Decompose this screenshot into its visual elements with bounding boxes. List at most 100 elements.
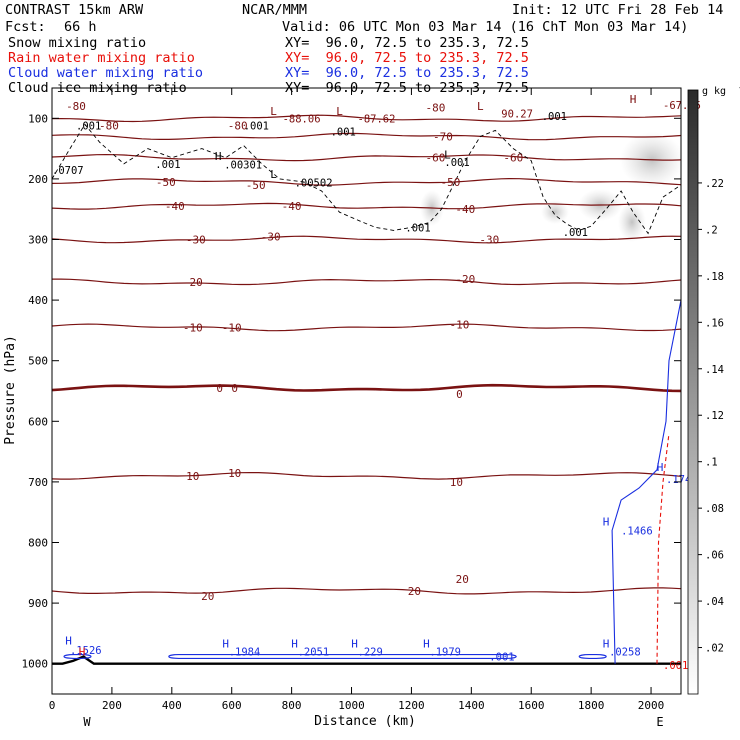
init-time: Init: 12 UTC Fri 28 Feb 14 — [512, 2, 724, 18]
field-name-snow: Snow mixing ratio — [8, 35, 147, 51]
mixing-ratio-label: .001 — [331, 127, 356, 139]
mixing-ratio-label: .1984 — [229, 647, 261, 659]
contour-labels: -80 -80 -80 -80 -70 -60 -60 -50 -50 -50 -40 -40 -40 -… — [52, 93, 701, 672]
x-tick-label: 0 — [49, 699, 56, 712]
high-low-marker: H — [291, 638, 298, 651]
isotherm-line — [51, 177, 682, 186]
x-tick-label: 800 — [282, 699, 302, 712]
field-name-rain: Rain water mixing ratio — [8, 50, 195, 66]
mixing-ratio-label: .00301 — [224, 159, 262, 171]
x-tick-label: 600 — [222, 699, 242, 712]
y-tick-label: 800 — [28, 537, 48, 550]
isotherm-label: -30 — [479, 234, 499, 247]
isotherm-label: -70 — [433, 131, 453, 144]
west-label: W — [83, 715, 91, 729]
high-low-marker: H — [423, 638, 430, 651]
high-low-marker: H — [603, 515, 610, 528]
colorbar-tick-label: .02 — [705, 643, 724, 655]
isotherm-label: -80 — [99, 120, 119, 133]
colorbar-unit: g kg — [702, 86, 726, 97]
high-low-marker: L — [477, 100, 484, 113]
mixing-ratio-label: .001 — [444, 157, 469, 169]
mixing-ratio-label: .2051 — [298, 647, 330, 659]
isotherm-line — [51, 235, 682, 244]
isotherm-label: 20 — [456, 573, 469, 586]
mixing-ratio-label: .0707 — [52, 165, 84, 177]
high-low-marker: H — [222, 638, 229, 651]
isotherm-label: 0 — [456, 388, 463, 401]
x-tick-label: 1800 — [578, 699, 605, 712]
cloud-water-contour — [578, 654, 607, 659]
isotherm-label: 10 — [450, 476, 463, 489]
plot-frame — [51, 87, 682, 695]
fcst-value: 66 h — [64, 19, 97, 35]
center-label: NCAR/MMM — [242, 2, 308, 18]
isotherm-label: -20 — [455, 273, 475, 286]
mixing-ratio-label: .001 — [542, 111, 567, 123]
isotherm-label: -20 — [183, 276, 203, 289]
high-low-marker: H — [65, 635, 72, 648]
colorbar-tick-label: .1 — [705, 457, 718, 469]
mixing-ratio-label: -87.62 — [358, 113, 396, 125]
y-axis-label: Pressure (hPa) — [3, 335, 18, 445]
isotherm-line — [52, 278, 682, 286]
high-low-marker: H — [630, 93, 637, 106]
x-tick-label: 1600 — [518, 699, 545, 712]
field-xy-cloud-water: XY= 96.0, 72.5 to 235.3, 72.5 — [285, 65, 529, 81]
isotherm-label: -50 — [156, 176, 176, 189]
isotherm-label: -60 — [503, 152, 523, 165]
colorbar-tick-label: .14 — [705, 364, 724, 376]
isotherm-label: -40 — [455, 203, 475, 216]
isotherm-label: 20 — [201, 590, 214, 603]
mixing-ratio-label: .1466 — [621, 525, 653, 537]
valid-time: Valid: 06 UTC Mon 03 Mar 14 (16 ChT Mon … — [282, 19, 689, 35]
fcst-label: Fcst: — [5, 19, 46, 35]
x-tick-label: 400 — [162, 699, 182, 712]
y-tick-label: 400 — [28, 294, 48, 307]
colorbar-tick-label: .18 — [705, 271, 724, 283]
mixing-ratio-label: .001 — [489, 651, 514, 663]
isotherm-line — [52, 114, 682, 123]
mixing-ratio-label: .1979 — [429, 647, 461, 659]
mixing-ratio-label: .0258 — [609, 647, 641, 659]
east-label: E — [656, 715, 663, 729]
x-tick-label: 1400 — [458, 699, 485, 712]
mixing-ratio-label: -88.06 — [283, 113, 321, 125]
high-low-marker: L — [336, 105, 343, 118]
y-tick-label: 900 — [28, 597, 48, 610]
mixing-ratio-label: .001 — [155, 159, 180, 171]
colorbar-tick-label: .04 — [705, 596, 724, 608]
mixing-ratio-contours — [51, 123, 682, 665]
cloud-water-contour — [168, 654, 517, 659]
y-tick-label: 700 — [28, 476, 48, 489]
field-xy-snow: XY= 96.0, 72.5 to 235.3, 72.5 — [285, 35, 529, 51]
isotherm-line — [51, 132, 682, 141]
isotherm-label: -80 — [228, 120, 248, 133]
y-tick-label: 500 — [28, 355, 48, 368]
isotherm-label: -30 — [261, 231, 281, 244]
y-tick-label: 600 — [28, 415, 48, 428]
mixing-ratio-label: .174 — [666, 474, 691, 486]
mixing-ratio-label: .001 — [563, 227, 588, 239]
isotherm-label: -40 — [165, 200, 185, 213]
x-tick-label: 2000 — [638, 699, 665, 712]
colorbar: .02 .04 .06 .08 .1 .12 .14 .16 .18 .2 .22 g kg -1 — [687, 84, 740, 695]
field-name-cloud-water: Cloud water mixing ratio — [8, 65, 204, 81]
x-tick-label: 1200 — [398, 699, 425, 712]
mixing-ratio-label: .00502 — [295, 178, 333, 190]
isotherm-line — [51, 323, 682, 332]
cloud-ice-contour — [51, 123, 682, 235]
isotherm-line — [51, 202, 682, 210]
isotherm-line — [51, 587, 682, 595]
high-low-marker: H — [79, 646, 86, 659]
y-tick-label: 1000 — [22, 658, 49, 671]
colorbar-tick-label: .2 — [705, 224, 718, 236]
colorbar-scale — [687, 89, 699, 695]
ground-surface-line — [52, 655, 681, 665]
high-low-marker: L — [270, 168, 277, 181]
axes: 0 200 400 600 800 1000 1200 1400 1600 1800 2000100… — [22, 87, 682, 712]
isotherm-label: -50 — [246, 179, 266, 192]
x-tick-label: 1000 — [338, 699, 365, 712]
isotherm-label: -30 — [186, 234, 206, 247]
isotherm-line — [51, 472, 682, 480]
